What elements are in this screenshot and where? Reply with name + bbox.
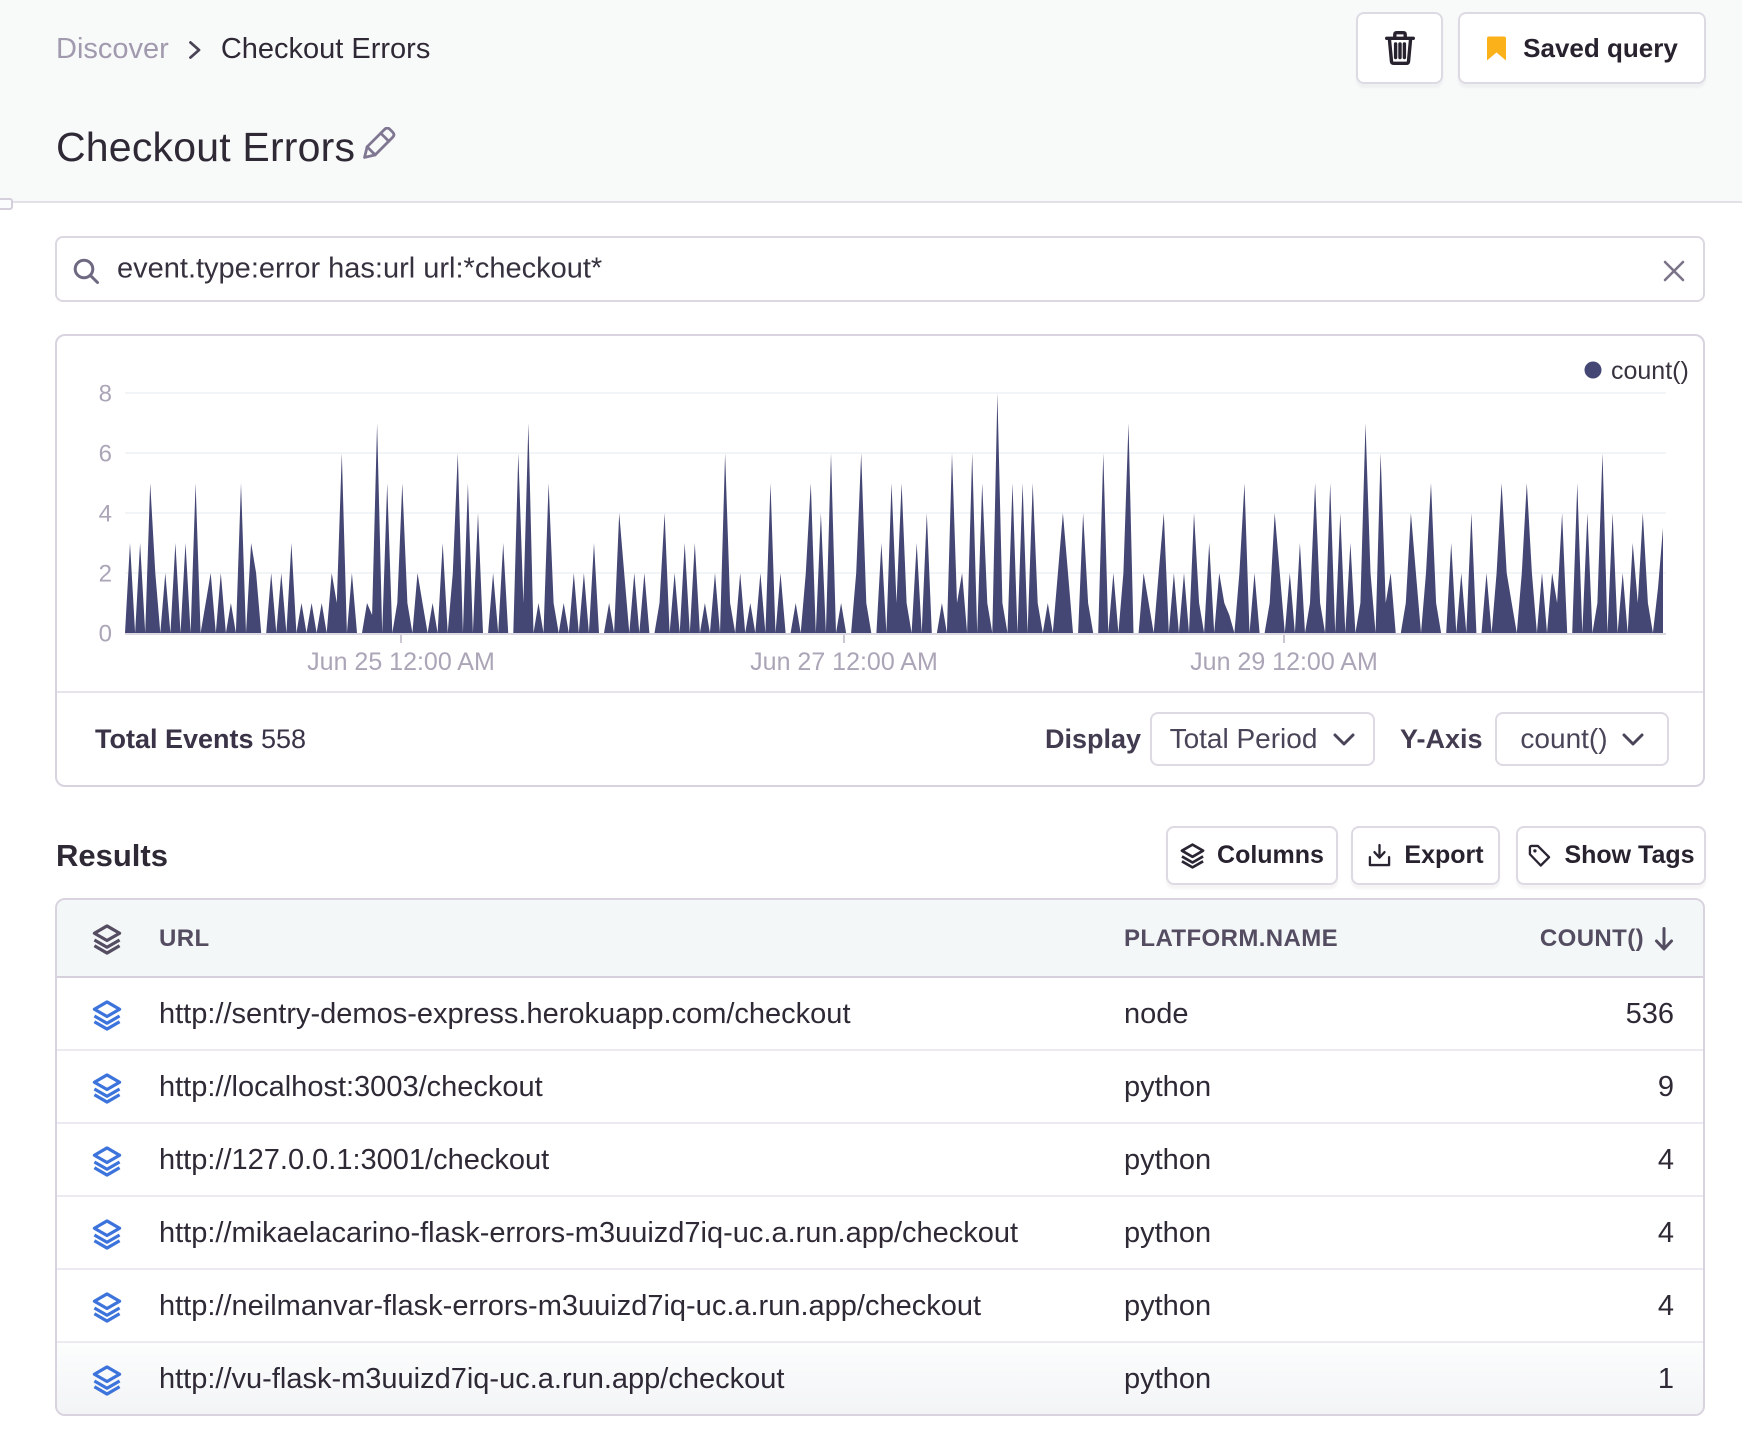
svg-text:Jun 27 12:00 AM: Jun 27 12:00 AM xyxy=(750,648,938,676)
svg-text:2: 2 xyxy=(99,561,112,588)
svg-text:4: 4 xyxy=(99,501,112,528)
svg-text:Jun 29 12:00 AM: Jun 29 12:00 AM xyxy=(1190,648,1378,676)
svg-text:0: 0 xyxy=(99,621,112,648)
svg-text:8: 8 xyxy=(99,381,112,408)
svg-text:Jun 25 12:00 AM: Jun 25 12:00 AM xyxy=(307,648,495,676)
svg-text:count(): count() xyxy=(1611,357,1689,385)
svg-text:6: 6 xyxy=(99,441,112,468)
